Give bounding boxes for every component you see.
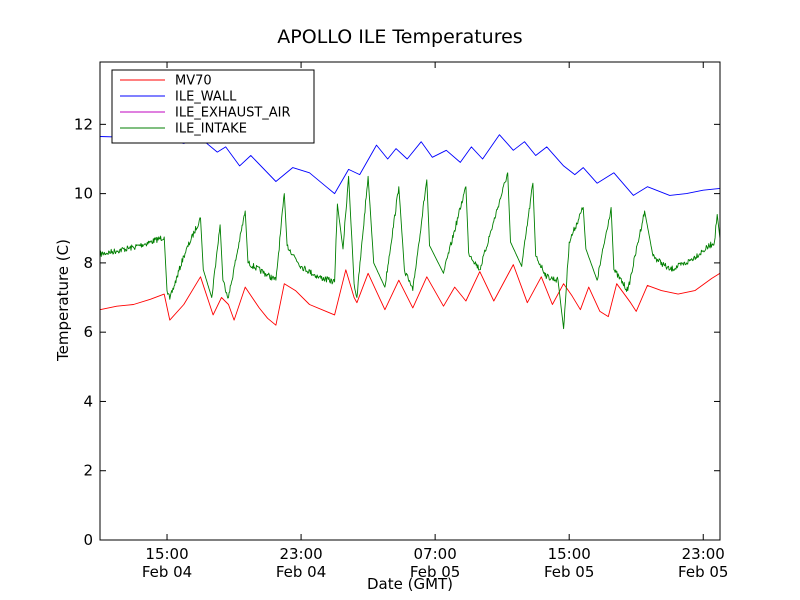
series-line-ile-wall (99, 134, 721, 196)
x-tick-label-time: 15:00 (145, 545, 188, 563)
x-tick-label-time: 07:00 (414, 545, 457, 563)
y-tick-label: 2 (83, 462, 93, 480)
y-axis: 0 2 4 6 8 10 12 (74, 115, 720, 549)
plot-frame (99, 61, 721, 541)
y-tick-label: 10 (74, 185, 93, 203)
x-tick-label-date: Feb 05 (544, 563, 594, 581)
y-tick-label: 6 (83, 323, 93, 341)
x-tick-label-time: 23:00 (279, 545, 322, 563)
legend-box (111, 69, 315, 144)
y-tick-label: 12 (74, 115, 93, 133)
plot-area (99, 134, 721, 330)
y-tick-label: 0 (83, 531, 93, 549)
x-axis-label: Date (GMT) (366, 575, 454, 593)
legend-label: ILE_WALL (175, 90, 237, 105)
y-tick-label: 4 (83, 392, 93, 410)
series-line-ile-intake (99, 172, 721, 330)
x-tick-label-time: 23:00 (682, 545, 725, 563)
legend-label: ILE_INTAKE (175, 122, 247, 137)
x-tick-label-date: Feb 05 (678, 563, 728, 581)
x-tick-label-time: 15:00 (548, 545, 591, 563)
x-tick-label-date: Feb 04 (142, 563, 192, 581)
y-tick-label: 8 (83, 254, 93, 272)
legend-label: ILE_EXHAUST_AIR (175, 106, 291, 121)
y-axis-label: Temperature (C) (54, 239, 72, 361)
series-line-mv70 (99, 264, 721, 326)
x-tick-label-date: Feb 04 (276, 563, 326, 581)
legend-label: MV70 (175, 74, 212, 89)
chart-title: APOLLO ILE Temperatures (277, 26, 523, 48)
x-tick-label-date: Feb 05 (410, 563, 460, 581)
